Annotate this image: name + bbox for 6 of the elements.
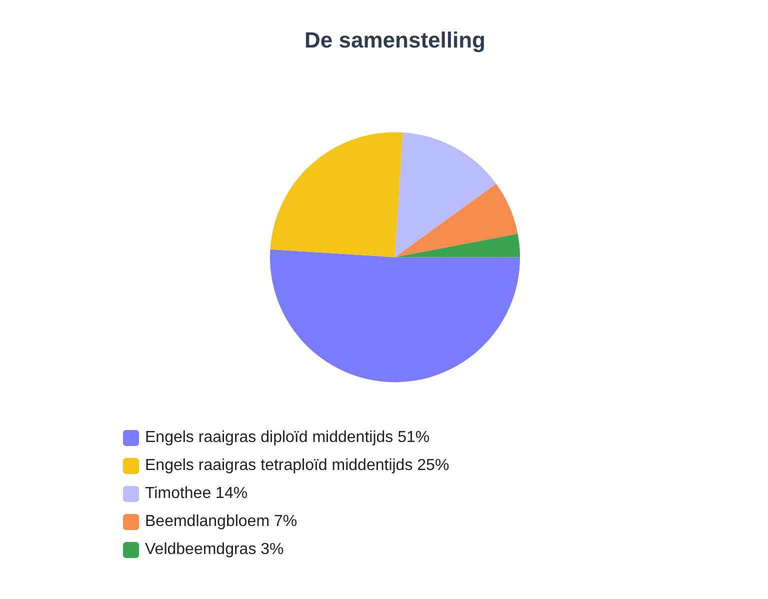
chart-title: De samenstelling <box>304 27 486 52</box>
legend-label: Timothee 14% <box>145 485 248 503</box>
legend-label: Engels raaigras diploïd middentijds 51% <box>145 429 430 447</box>
legend-label: Beemdlangbloem 7% <box>145 513 298 531</box>
legend-label: Engels raaigras tetraploïd middentijds 25% <box>145 457 450 475</box>
legend-label: Veldbeemdgras 3% <box>145 541 284 559</box>
